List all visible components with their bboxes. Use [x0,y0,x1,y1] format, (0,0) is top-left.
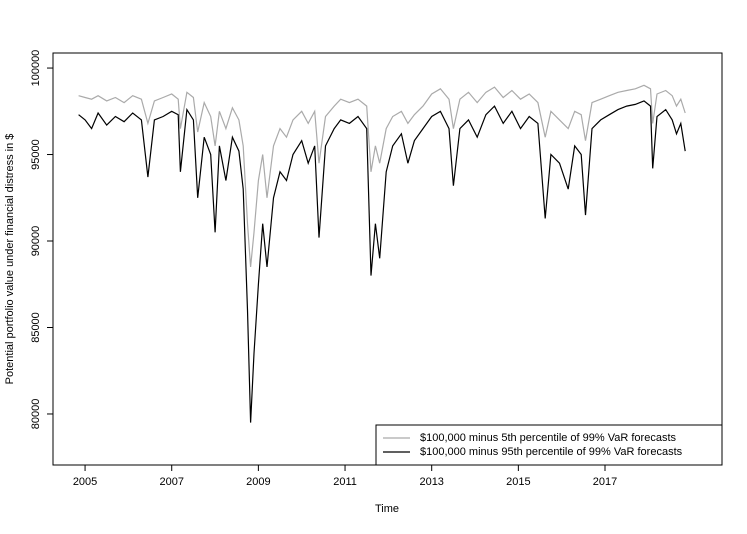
plot-frame [52,52,723,466]
y-tick-label: 90000 [30,226,42,257]
legend-label: $100,000 minus 95th percentile of 99% Va… [420,446,683,458]
y-tick-label: 100000 [30,50,42,87]
x-tick-label: 2009 [246,476,270,488]
legend-box [375,424,723,466]
y-tick-label: 85000 [30,312,42,343]
x-axis-label: Time [375,503,399,515]
y-axis-label: Potential portfolio value under financia… [4,134,16,385]
x-tick-label: 2015 [506,476,530,488]
x-tick-label: 2005 [73,476,97,488]
series-line [78,84,686,268]
x-tick-label: 2007 [159,476,183,488]
series-line [78,100,686,423]
y-tick-label: 80000 [30,399,42,430]
x-tick-label: 2017 [593,476,617,488]
legend-label: $100,000 minus 5th percentile of 99% VaR… [420,432,677,444]
x-tick-label: 2013 [419,476,443,488]
y-tick-label: 95000 [30,139,42,170]
x-tick-label: 2011 [333,476,357,488]
